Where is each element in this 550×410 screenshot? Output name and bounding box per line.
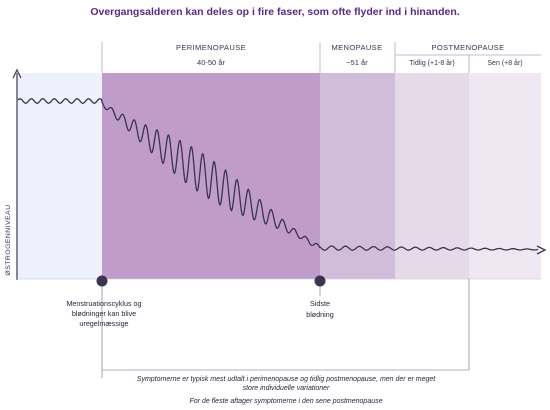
diagram-title: Overgangsalderen kan deles op i fire fas… [90, 6, 460, 18]
perimenopause-label: PERIMENOPAUSE [176, 43, 246, 52]
curve-arrowhead [536, 245, 547, 255]
start-marker-line-1: Menstruationscyklus og [66, 299, 141, 308]
y-axis-arrow [12, 68, 22, 79]
perimenopause-age: 40-50 år [197, 58, 225, 67]
early-postmenopause-label: Tidlig (+1-8 år) [409, 59, 454, 67]
late-postmenopause-label: Sen (+8 år) [487, 59, 522, 67]
start-marker-line-3: uregelmæssige [79, 319, 128, 328]
note-line-3: For de fleste aftager symptomerne i den … [190, 398, 383, 405]
end-marker-line-2: blødning [306, 310, 334, 319]
start-marker-line-2: blødninger kan blive [72, 309, 136, 318]
postmenopause-label: POSTMENOPAUSE [432, 43, 505, 52]
last-bleeding-marker [314, 275, 326, 287]
menopause-age: ~51 år [346, 58, 368, 67]
end-marker-line-1: Sidste [310, 299, 330, 308]
menopause-label: MENOPAUSE [332, 43, 383, 52]
pre-phase-band [17, 73, 102, 279]
y-axis-label: ØSTROGENNIVEAU [5, 204, 12, 275]
note-line-1: Symptomerne er typisk mest udtalt i peri… [137, 376, 436, 383]
perimenopause-band [102, 73, 320, 279]
note-line-2: store individuelle variationer [243, 385, 330, 392]
menopause-band [320, 73, 395, 279]
estrogen-curve [17, 98, 539, 251]
early-postmenopause-band [395, 73, 469, 279]
irregular-cycle-marker [96, 275, 108, 287]
late-postmenopause-band [469, 73, 541, 279]
